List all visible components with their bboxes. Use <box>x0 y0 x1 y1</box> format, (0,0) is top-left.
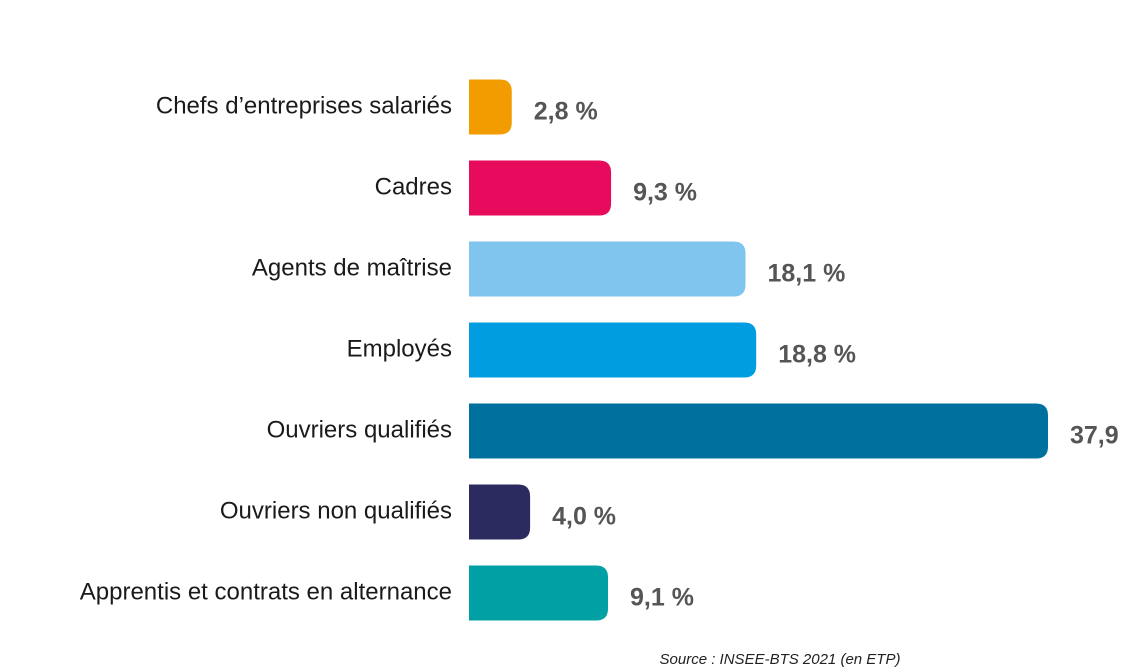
value-label: 2,8 % <box>534 98 598 126</box>
category-label: Ouvriers qualifiés <box>267 416 452 443</box>
value-label: 9,3 % <box>633 179 697 207</box>
value-label: 18,8 % <box>778 341 856 369</box>
bar <box>469 403 1048 459</box>
category-label: Apprentis et contrats en alternance <box>80 578 452 605</box>
value-label: 37,9 <box>1070 422 1119 450</box>
value-label: 9,1 % <box>630 584 694 612</box>
category-label: Chefs d’entreprises salariés <box>156 92 452 119</box>
category-label: Employés <box>347 335 452 362</box>
bar <box>469 322 757 378</box>
source-note: Source : INSEE-BTS 2021 (en ETP) <box>660 651 901 668</box>
bar <box>469 241 746 297</box>
category-label: Cadres <box>375 173 452 200</box>
category-label: Agents de maîtrise <box>252 254 452 281</box>
value-label: 18,1 % <box>768 260 846 288</box>
bar <box>469 160 612 216</box>
value-label: 4,0 % <box>552 503 616 531</box>
bar <box>469 565 609 621</box>
bar <box>469 79 512 135</box>
category-label: Ouvriers non qualifiés <box>220 497 452 524</box>
bar <box>469 484 531 540</box>
